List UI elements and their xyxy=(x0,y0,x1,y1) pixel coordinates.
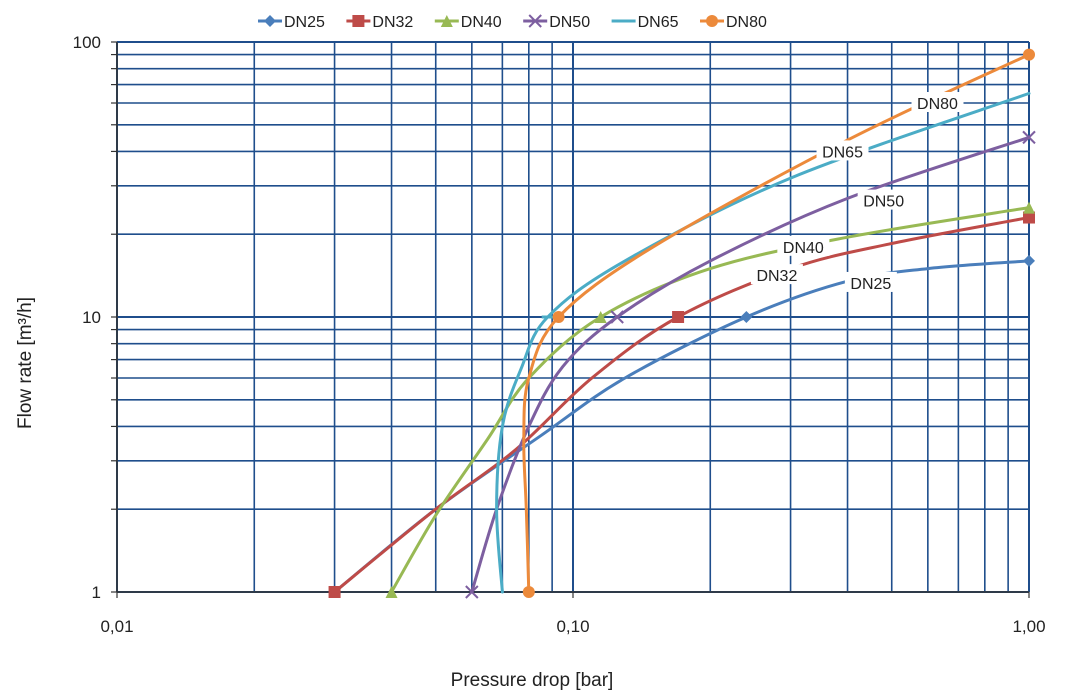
chart-grid xyxy=(116,41,1030,593)
series-line-dn65 xyxy=(495,91,1031,594)
legend-marker-dn40 xyxy=(440,15,453,27)
x-tick-label: 0,10 xyxy=(556,617,589,636)
legend-label-dn65: DN65 xyxy=(638,14,679,31)
legend-label-dn50: DN50 xyxy=(549,14,590,31)
data-point-dn80 xyxy=(1023,48,1035,61)
legend-item-dn50: DN50 xyxy=(523,14,590,31)
curve-label-dn80: DN80 xyxy=(917,96,958,113)
curve-label-dn65: DN65 xyxy=(822,144,863,161)
legend-marker-dn32 xyxy=(352,15,365,27)
data-point-dn25 xyxy=(1023,254,1035,267)
series-line-dn32 xyxy=(333,216,1031,594)
series-dn50 xyxy=(465,130,1036,599)
series-dn65 xyxy=(495,91,1031,594)
legend-label-dn40: DN40 xyxy=(461,14,502,31)
x-tick-label: 1,00 xyxy=(1012,617,1045,636)
curve-label-bg-dn25 xyxy=(844,271,897,292)
data-point-dn50 xyxy=(1022,130,1036,145)
legend-label-dn80: DN80 xyxy=(726,14,767,31)
legend-label-dn25: DN25 xyxy=(284,14,325,31)
y-tick-label: 1 xyxy=(92,583,101,602)
legend-marker-dn50 xyxy=(528,14,542,28)
chart-curve-labels: DN25 DN32 DN40 DN50 DN65 DN80 xyxy=(750,92,964,293)
curve-label-dn40: DN40 xyxy=(783,240,824,257)
series-dn80 xyxy=(522,48,1035,598)
curve-label-dn32: DN32 xyxy=(756,268,797,285)
y-tick-label: 10 xyxy=(82,308,101,327)
data-point-dn80 xyxy=(552,311,565,323)
data-point-dn25 xyxy=(740,311,753,323)
curve-label-bg-dn32 xyxy=(750,264,803,285)
data-point-dn32 xyxy=(1023,211,1035,224)
curve-label-bg-dn40 xyxy=(777,235,830,256)
curve-label-dn50: DN50 xyxy=(863,194,904,211)
series-dn40 xyxy=(385,201,1035,598)
curve-label-bg-dn65 xyxy=(816,140,869,161)
chart-legend: DN25 DN32 DN40 DN50 DN65 DN80 xyxy=(258,14,767,31)
series-dn25 xyxy=(333,254,1035,594)
data-point-dn50 xyxy=(610,310,624,324)
curve-label-bg-dn80 xyxy=(911,92,964,113)
data-point-dn32 xyxy=(328,586,341,598)
data-point-dn50-stroke xyxy=(610,310,624,324)
x-tick-label: 0,01 xyxy=(100,617,133,636)
data-point-dn50 xyxy=(465,585,479,599)
legend-marker-dn80 xyxy=(706,15,718,27)
y-tick-label: 100 xyxy=(73,33,101,52)
legend-item-dn32: DN32 xyxy=(346,14,413,31)
legend-item-dn65: DN65 xyxy=(611,14,679,31)
chart-axes: 0,01 0,10 1,00 1 10 100 xyxy=(73,33,1046,636)
x-axis-title: Pressure drop [bar] xyxy=(451,670,614,691)
legend-item-dn80: DN80 xyxy=(700,14,767,31)
data-point-dn50-stroke xyxy=(1022,130,1036,145)
legend-item-dn25: DN25 xyxy=(258,14,325,31)
series-line-dn50 xyxy=(470,135,1031,594)
y-axis-title: Flow rate [m³/h] xyxy=(15,297,36,429)
legend-marker-dn25 xyxy=(264,15,276,27)
legend-label-dn32: DN32 xyxy=(372,14,413,31)
legend-marker-dn50-stroke xyxy=(528,14,542,28)
data-point-dn40 xyxy=(1023,201,1035,214)
chart-series xyxy=(328,48,1036,599)
data-point-dn40 xyxy=(594,311,607,323)
series-line-dn80 xyxy=(522,53,1031,594)
data-point-dn50-stroke xyxy=(465,585,479,599)
data-point-dn40 xyxy=(385,586,398,598)
curve-label-bg-dn50 xyxy=(857,189,910,210)
data-point-dn32 xyxy=(672,311,685,323)
series-line-dn40 xyxy=(390,206,1031,594)
legend-item-dn40: DN40 xyxy=(434,14,502,31)
curve-label-dn25: DN25 xyxy=(850,276,891,293)
data-point-dn80 xyxy=(522,586,535,598)
